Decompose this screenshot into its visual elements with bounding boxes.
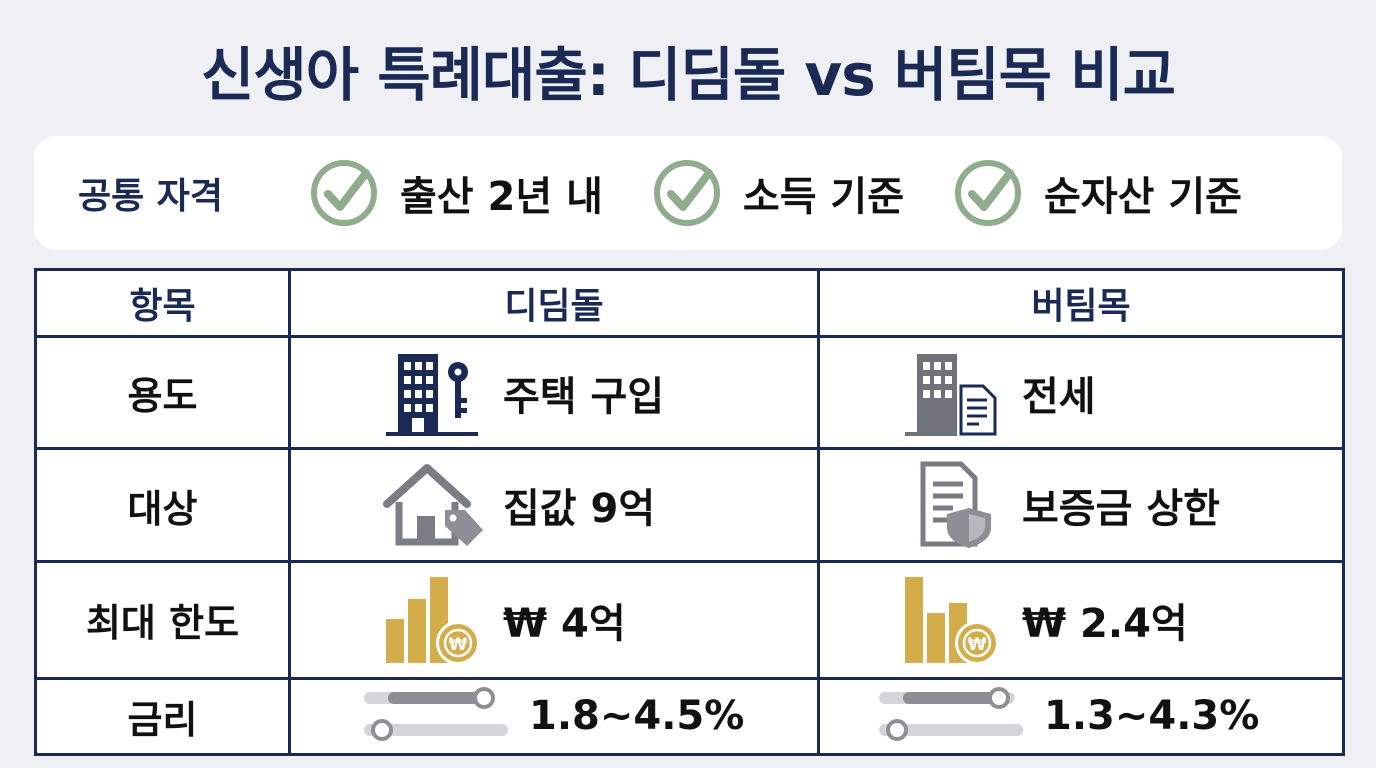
common-eligibility-bar: 공통 자격 출산 2년 내 소득 기준 순자산 기준 bbox=[34, 136, 1342, 250]
rate-slider-icon bbox=[364, 687, 508, 742]
common-eligibility-label: 공통 자격 bbox=[78, 176, 224, 217]
header-beotimmok: 버팀목 bbox=[817, 268, 1345, 338]
didimdol-rate-value: 1.8~4.5% bbox=[529, 693, 745, 740]
check-circle-icon bbox=[653, 160, 720, 226]
table-row: 금리 1.8~4.5% bbox=[34, 676, 1345, 757]
criterion-label: 소득 기준 bbox=[742, 174, 905, 220]
beotimmok-target-value: 보증금 상한 bbox=[1022, 486, 1220, 533]
table-row: 최대 한도 ₩ ₩ 4억 bbox=[34, 559, 1345, 680]
header-item: 항목 bbox=[34, 268, 291, 338]
table-row: 대상 집값 9억 bbox=[34, 447, 1345, 563]
didimdol-cell: ₩ ₩ 4억 bbox=[288, 559, 820, 680]
svg-text:₩: ₩ bbox=[449, 635, 468, 655]
criterion-net-assets: 순자산 기준 bbox=[952, 157, 1242, 229]
table-header-row: 항목 디딤돌 버팀목 bbox=[34, 268, 1345, 338]
building-key-icon bbox=[386, 353, 478, 436]
row-label: 대상 bbox=[34, 447, 291, 563]
rate-slider-icon bbox=[879, 687, 1023, 742]
header-didimdol: 디딤돌 bbox=[288, 268, 820, 338]
beotimmok-cell: 1.3~4.3% bbox=[817, 676, 1345, 757]
bar-chart-coin-icon: ₩ bbox=[386, 576, 480, 665]
didimdol-cell: 주택 구입 bbox=[288, 334, 820, 451]
beotimmok-rate-value: 1.3~4.3% bbox=[1044, 693, 1260, 740]
didimdol-target-value: 집값 9억 bbox=[503, 486, 656, 533]
row-label: 최대 한도 bbox=[34, 559, 291, 680]
page-title: 신생아 특례대출: 디딤돌 vs 버팀목 비교 bbox=[201, 41, 1176, 109]
row-label: 용도 bbox=[34, 334, 291, 451]
didimdol-cell: 1.8~4.5% bbox=[288, 676, 820, 757]
document-shield-icon bbox=[920, 461, 991, 549]
row-label: 금리 bbox=[34, 676, 291, 757]
didimdol-purpose-value: 주택 구입 bbox=[503, 373, 665, 420]
didimdol-limit-value: ₩ 4억 bbox=[503, 600, 626, 647]
svg-text:₩: ₩ bbox=[968, 635, 987, 655]
check-circle-icon bbox=[311, 160, 377, 226]
comparison-table: 항목 디딤돌 버팀목 용도 bbox=[34, 268, 1345, 757]
beotimmok-cell: 전세 bbox=[817, 334, 1345, 451]
beotimmok-cell: ₩ ₩ 2.4억 bbox=[817, 559, 1345, 680]
beotimmok-limit-value: ₩ 2.4억 bbox=[1022, 600, 1188, 647]
beotimmok-cell: 보증금 상한 bbox=[817, 447, 1345, 563]
criterion-label: 순자산 기준 bbox=[1044, 174, 1242, 220]
criterion-label: 출산 2년 내 bbox=[400, 174, 603, 220]
criterion-income: 소득 기준 bbox=[651, 157, 904, 229]
beotimmok-purpose-value: 전세 bbox=[1022, 373, 1096, 420]
check-circle-icon bbox=[955, 160, 1022, 226]
didimdol-cell: 집값 9억 bbox=[288, 447, 820, 563]
criterion-birth: 출산 2년 내 bbox=[308, 157, 603, 229]
building-document-icon bbox=[905, 353, 997, 436]
table-row: 용도 bbox=[34, 334, 1345, 451]
house-tag-icon bbox=[383, 464, 483, 547]
bar-chart-coin-icon: ₩ bbox=[905, 576, 999, 665]
